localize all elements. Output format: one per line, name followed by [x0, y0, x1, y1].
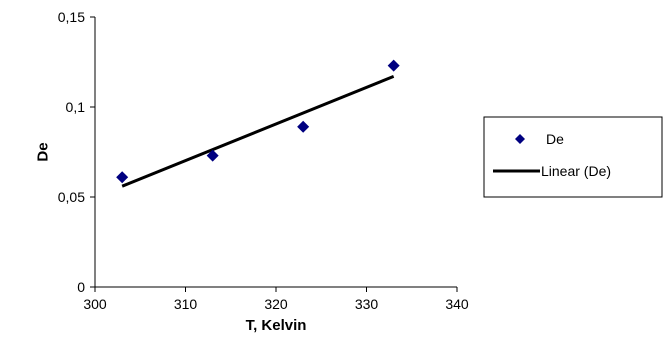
- data-point-de: [206, 149, 219, 162]
- legend-label-de: De: [546, 131, 564, 147]
- data-point-de: [116, 171, 129, 184]
- y-tick-label: 0,05: [58, 189, 85, 205]
- x-tick-label: 330: [355, 296, 379, 312]
- y-tick-label: 0,15: [58, 9, 85, 25]
- y-tick-label: 0: [77, 279, 85, 295]
- legend: De Linear (De): [483, 116, 663, 198]
- x-axis-title: T, Kelvin: [246, 317, 307, 334]
- data-point-de: [297, 120, 310, 133]
- x-tick-label: 340: [445, 296, 469, 312]
- x-tick-label: 300: [83, 296, 107, 312]
- trendline-layer: [121, 75, 395, 188]
- y-axis-title: De: [34, 142, 51, 161]
- y-tick-label: 0,1: [66, 99, 86, 115]
- legend-label-linear: Linear (De): [541, 163, 611, 179]
- x-tick-label: 320: [264, 296, 288, 312]
- legend-marker-de: [515, 134, 525, 144]
- x-tick-label: 310: [174, 296, 198, 312]
- legend-box: [483, 116, 663, 198]
- points-layer: [116, 59, 400, 184]
- trendline-linear-de: [121, 75, 395, 188]
- data-point-de: [387, 59, 400, 72]
- axes: [94, 17, 457, 288]
- ticks: 0 0,05 0,1 0,15 300 310 320 330 340: [58, 9, 469, 312]
